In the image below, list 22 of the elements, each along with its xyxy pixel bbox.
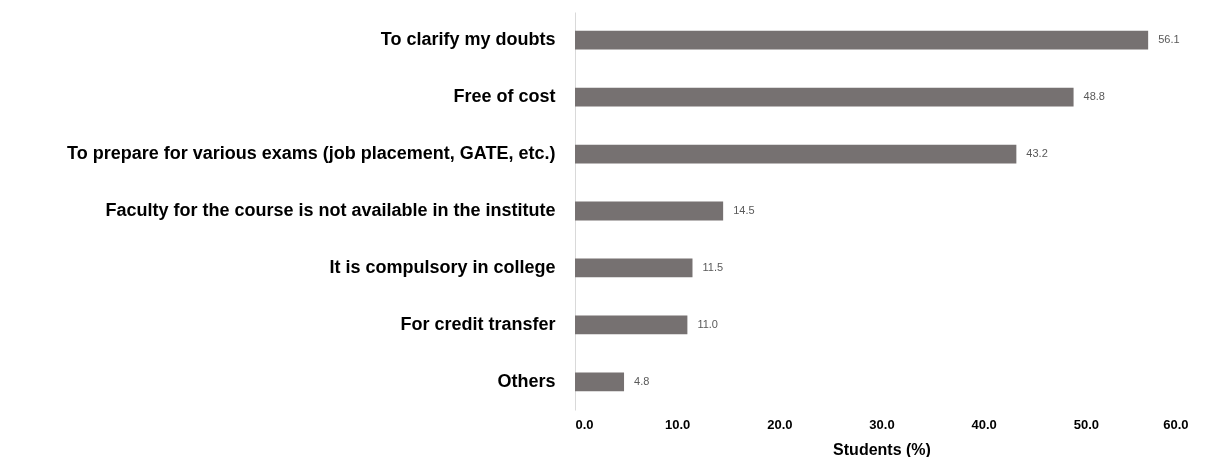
y-tick-label: Faculty for the course is not available in the institute: [105, 200, 556, 220]
x-tick-label: 50.0: [1073, 416, 1099, 432]
y-tick-label: To prepare for various exams (job placement, GATE, etc.): [67, 143, 556, 164]
y-tick-label: To clarify my doubts: [380, 29, 556, 50]
data-label: 43.2: [1026, 147, 1048, 160]
x-tick-label: 20.0: [767, 416, 793, 432]
y-tick-label: It is compulsory in college: [329, 256, 556, 277]
x-tick-label: 10.0: [665, 416, 691, 432]
y-tick-label: Others: [497, 370, 556, 391]
data-label: 14.5: [733, 204, 755, 216]
data-label: 56.1: [1158, 33, 1180, 46]
data-label: 11.0: [697, 317, 718, 330]
x-tick-label: 0.0: [575, 416, 594, 432]
x-tick-label: 30.0: [869, 416, 895, 432]
data-label: 48.8: [1083, 90, 1105, 103]
x-tick-label: 40.0: [971, 416, 997, 432]
data-label: 11.5: [702, 260, 724, 273]
x-axis-title: Students (%): [833, 440, 931, 457]
y-tick-label: For credit transfer: [400, 313, 556, 334]
y-tick-label: Free of cost: [453, 86, 556, 107]
data-label: 4.8: [634, 374, 650, 387]
x-tick-label: 60.0: [1163, 416, 1189, 432]
